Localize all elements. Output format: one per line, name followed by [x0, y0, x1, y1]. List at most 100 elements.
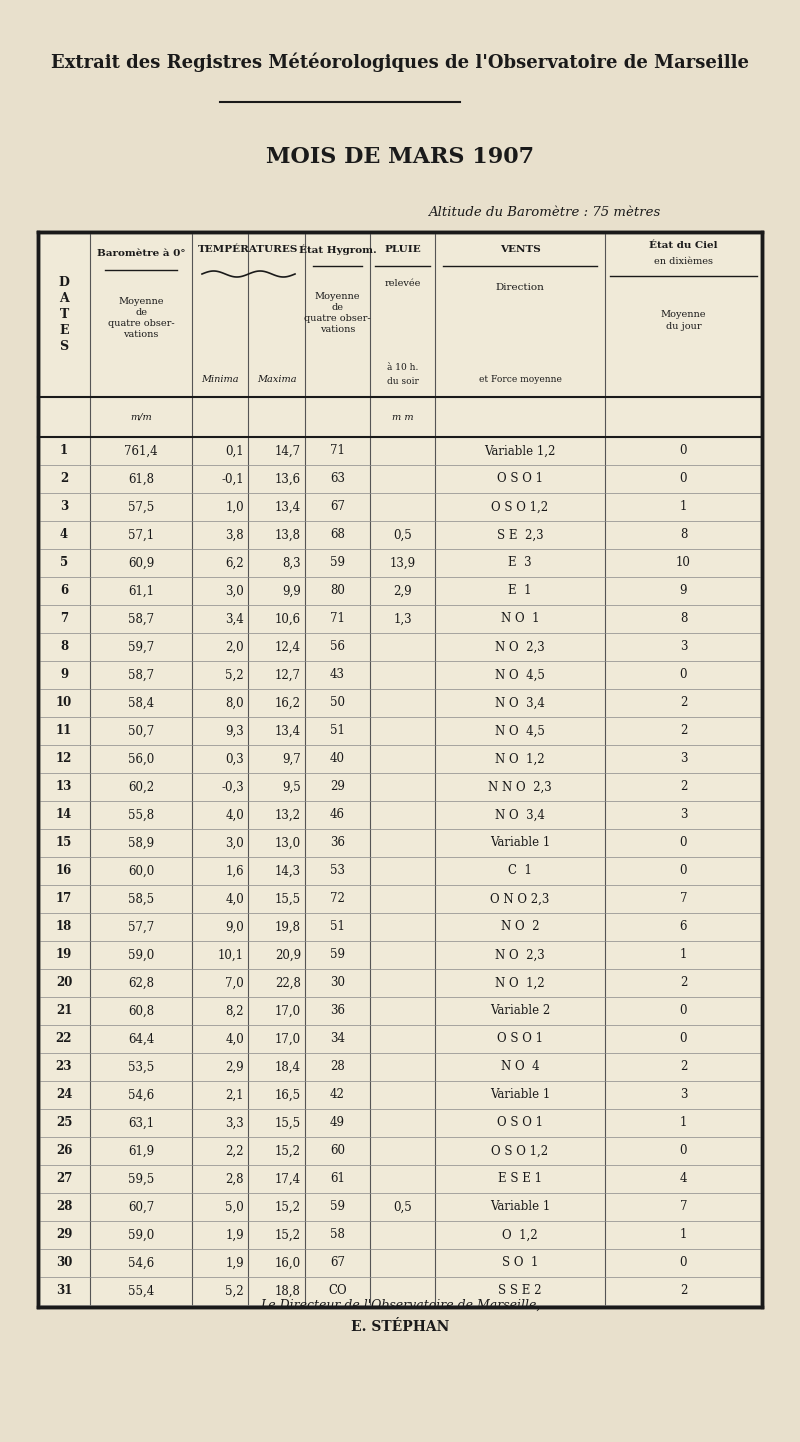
Text: 13,8: 13,8 [275, 529, 301, 542]
Text: 59,7: 59,7 [128, 640, 154, 653]
Text: 53,5: 53,5 [128, 1060, 154, 1073]
Text: 13,6: 13,6 [275, 473, 301, 486]
Text: 10: 10 [56, 696, 72, 709]
Text: 25: 25 [56, 1116, 72, 1129]
Text: 61,9: 61,9 [128, 1145, 154, 1158]
Text: C  1: C 1 [508, 865, 532, 878]
Text: 17: 17 [56, 893, 72, 906]
Text: O S O 1: O S O 1 [497, 1032, 543, 1045]
Text: TEMPÉRATURES: TEMPÉRATURES [198, 245, 298, 254]
Text: 22: 22 [56, 1032, 72, 1045]
Text: 3,0: 3,0 [226, 584, 244, 597]
Text: 29: 29 [56, 1229, 72, 1242]
Text: Variable 1: Variable 1 [490, 1089, 550, 1102]
Text: 20: 20 [56, 976, 72, 989]
Text: 16,5: 16,5 [275, 1089, 301, 1102]
Text: 14: 14 [56, 809, 72, 822]
Text: 51: 51 [330, 920, 345, 933]
Text: 8,3: 8,3 [282, 557, 301, 570]
Text: 12: 12 [56, 753, 72, 766]
Text: 4,0: 4,0 [226, 1032, 244, 1045]
Text: et Force moyenne: et Force moyenne [478, 375, 562, 384]
Text: 0: 0 [680, 444, 687, 457]
Text: 28: 28 [56, 1201, 72, 1214]
Text: 58,5: 58,5 [128, 893, 154, 906]
Text: 57,1: 57,1 [128, 529, 154, 542]
Text: 53: 53 [330, 865, 345, 878]
Text: VENTS: VENTS [500, 245, 540, 254]
Text: 1,9: 1,9 [226, 1229, 244, 1242]
Text: 0: 0 [680, 669, 687, 682]
Text: 11: 11 [56, 724, 72, 737]
Text: E  1: E 1 [508, 584, 532, 597]
Text: 60: 60 [330, 1145, 345, 1158]
Text: 10,1: 10,1 [218, 949, 244, 962]
Text: 59,5: 59,5 [128, 1172, 154, 1185]
Text: O S O 1: O S O 1 [497, 1116, 543, 1129]
Bar [38, 232, 762, 1306]
Text: 12,4: 12,4 [275, 640, 301, 653]
Text: O S O 1,2: O S O 1,2 [491, 500, 549, 513]
Text: 57,5: 57,5 [128, 500, 154, 513]
Text: 60,0: 60,0 [128, 865, 154, 878]
Text: 16: 16 [56, 865, 72, 878]
Text: 30: 30 [330, 976, 345, 989]
Text: 2,8: 2,8 [226, 1172, 244, 1185]
Text: 10,6: 10,6 [275, 613, 301, 626]
Text: 2: 2 [680, 1060, 687, 1073]
Text: 8: 8 [60, 640, 68, 653]
Text: 3: 3 [680, 753, 687, 766]
Text: 49: 49 [330, 1116, 345, 1129]
Text: 0: 0 [680, 473, 687, 486]
Text: en dixièmes: en dixièmes [654, 258, 713, 267]
Text: 3: 3 [680, 640, 687, 653]
Text: 59,0: 59,0 [128, 949, 154, 962]
Text: 24: 24 [56, 1089, 72, 1102]
Text: 15,2: 15,2 [275, 1229, 301, 1242]
Text: 16,0: 16,0 [275, 1256, 301, 1269]
Text: 46: 46 [330, 809, 345, 822]
Text: O N O 2,3: O N O 2,3 [490, 893, 550, 906]
Text: 15,5: 15,5 [275, 893, 301, 906]
Text: 64,4: 64,4 [128, 1032, 154, 1045]
Text: 28: 28 [330, 1060, 345, 1073]
Text: 60,8: 60,8 [128, 1005, 154, 1018]
Text: 4: 4 [680, 1172, 687, 1185]
Text: 1,6: 1,6 [226, 865, 244, 878]
Text: Moyenne
de
quatre obser-
vations: Moyenne de quatre obser- vations [304, 291, 371, 335]
Text: 36: 36 [330, 1005, 345, 1018]
Text: 67: 67 [330, 1256, 345, 1269]
Text: 8,0: 8,0 [226, 696, 244, 709]
Text: Extrait des Registres Météorologiques de l'Observatoire de Marseille: Extrait des Registres Météorologiques de… [51, 52, 749, 72]
Text: 55,8: 55,8 [128, 809, 154, 822]
Text: 1: 1 [680, 500, 687, 513]
Text: 59: 59 [330, 1201, 345, 1214]
Text: 5: 5 [60, 557, 68, 570]
Text: 59,0: 59,0 [128, 1229, 154, 1242]
Text: 58,7: 58,7 [128, 669, 154, 682]
Text: Variable 2: Variable 2 [490, 1005, 550, 1018]
Text: 50,7: 50,7 [128, 724, 154, 737]
Text: N O  2,3: N O 2,3 [495, 640, 545, 653]
Text: 59: 59 [330, 557, 345, 570]
Text: 2: 2 [680, 724, 687, 737]
Text: 60,7: 60,7 [128, 1201, 154, 1214]
Text: 19: 19 [56, 949, 72, 962]
Text: m/m: m/m [130, 412, 152, 421]
Text: 13: 13 [56, 780, 72, 793]
Text: État Hygrom.: État Hygrom. [298, 245, 376, 255]
Text: 58,4: 58,4 [128, 696, 154, 709]
Text: 55,4: 55,4 [128, 1285, 154, 1298]
Text: 0,3: 0,3 [226, 753, 244, 766]
Text: 34: 34 [330, 1032, 345, 1045]
Text: 54,6: 54,6 [128, 1256, 154, 1269]
Text: 62,8: 62,8 [128, 976, 154, 989]
Text: 43: 43 [330, 669, 345, 682]
Text: 16,2: 16,2 [275, 696, 301, 709]
Text: 14,7: 14,7 [275, 444, 301, 457]
Text: 5,2: 5,2 [226, 1285, 244, 1298]
Text: PLUIE: PLUIE [384, 245, 421, 254]
Text: N O  4,5: N O 4,5 [495, 724, 545, 737]
Text: 3: 3 [680, 809, 687, 822]
Text: m m: m m [392, 412, 414, 421]
